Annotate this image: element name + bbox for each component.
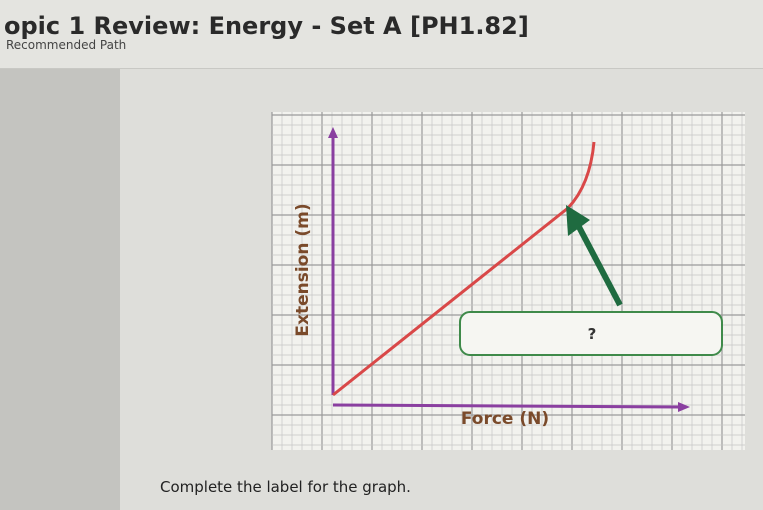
answer-box[interactable] — [459, 311, 723, 356]
question-prompt: Complete the label for the graph. — [160, 478, 411, 496]
y-axis-arrow — [328, 127, 338, 138]
pointer-arrow — [575, 223, 623, 307]
x-axis — [332, 403, 681, 409]
sidebar — [0, 69, 120, 510]
graph-card — [272, 112, 745, 450]
recommended-path[interactable]: Recommended Path — [6, 38, 127, 52]
page-title: opic 1 Review: Energy - Set A [PH1.82] — [4, 12, 529, 40]
x-axis-arrow — [678, 402, 690, 412]
x-axis-label: Force (N) — [461, 409, 549, 429]
pointer-arrowhead — [566, 205, 590, 236]
y-axis-label: Extension (m) — [293, 203, 313, 336]
answer-box-text[interactable]: ? — [588, 325, 597, 343]
header: opic 1 Review: Energy - Set A [PH1.82] R… — [0, 0, 763, 69]
